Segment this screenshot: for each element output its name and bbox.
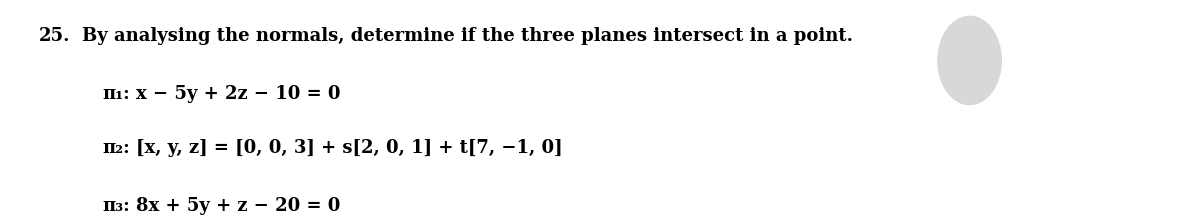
Text: [x, y, z] = [0, 0, 3] + s[2, 0, 1] + t[7, −1, 0]: [x, y, z] = [0, 0, 3] + s[2, 0, 1] + t[7…: [136, 139, 563, 157]
Text: π₁:: π₁:: [102, 85, 130, 103]
Text: x − 5y + 2z − 10 = 0: x − 5y + 2z − 10 = 0: [136, 85, 340, 103]
Ellipse shape: [937, 16, 1002, 105]
Text: 8x + 5y + z − 20 = 0: 8x + 5y + z − 20 = 0: [136, 197, 340, 215]
Text: π₃:: π₃:: [102, 197, 130, 215]
Text: 25.: 25.: [38, 27, 70, 45]
Text: π₂:: π₂:: [102, 139, 130, 157]
Text: By analysing the normals, determine if the three planes intersect in a point.: By analysing the normals, determine if t…: [82, 27, 852, 45]
